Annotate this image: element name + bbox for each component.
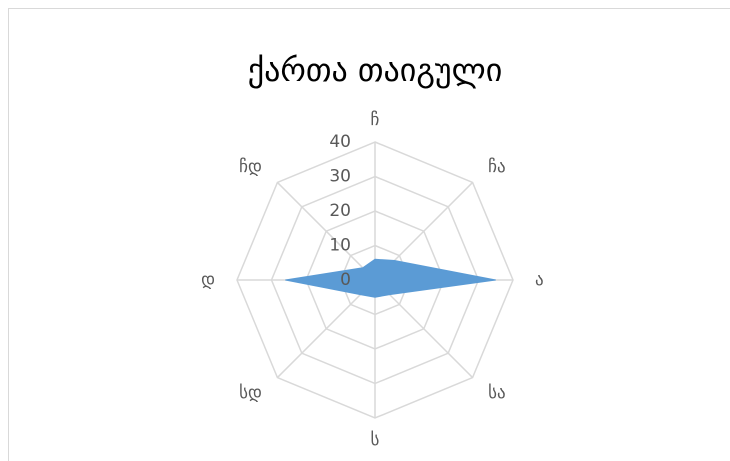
category-label: ა [535, 270, 544, 290]
spoke [374, 279, 474, 379]
category-label: ჩა [488, 157, 506, 177]
tick-label: 10 [329, 236, 351, 256]
spoke [276, 181, 376, 281]
tick-label: 30 [329, 167, 351, 187]
data-area [285, 258, 496, 298]
category-label: ჩ [371, 110, 380, 130]
category-label: სდ [239, 383, 262, 403]
tick-label: 20 [329, 201, 351, 221]
chart-border [8, 8, 730, 461]
category-label: დ [201, 270, 215, 290]
category-label: ჩდ [239, 157, 262, 177]
chart-title: ქართა თაიგული [248, 51, 503, 89]
spoke [276, 279, 376, 379]
tick-label: 0 [340, 270, 351, 290]
tick-label: 40 [329, 132, 351, 152]
category-label: სა [488, 383, 506, 403]
category-label: ს [371, 430, 380, 450]
